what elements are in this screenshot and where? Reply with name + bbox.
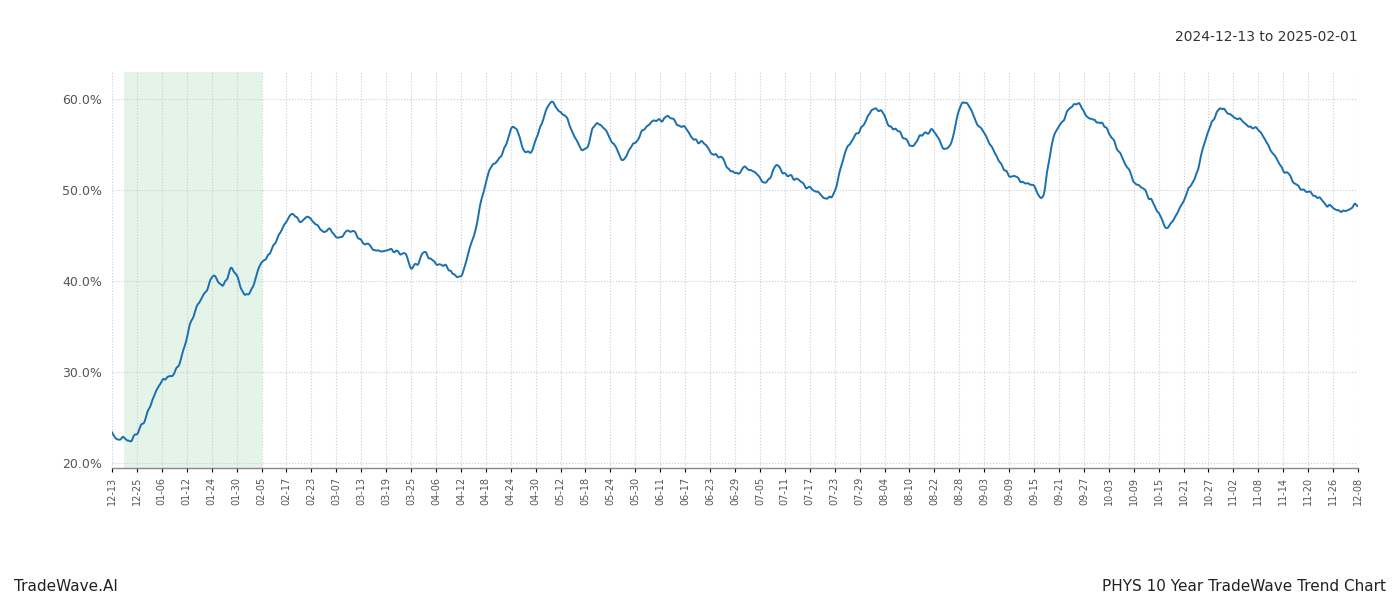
- Text: TradeWave.AI: TradeWave.AI: [14, 579, 118, 594]
- Text: PHYS 10 Year TradeWave Trend Chart: PHYS 10 Year TradeWave Trend Chart: [1102, 579, 1386, 594]
- Bar: [125, 72, 262, 468]
- Text: 2024-12-13 to 2025-02-01: 2024-12-13 to 2025-02-01: [1176, 30, 1358, 44]
